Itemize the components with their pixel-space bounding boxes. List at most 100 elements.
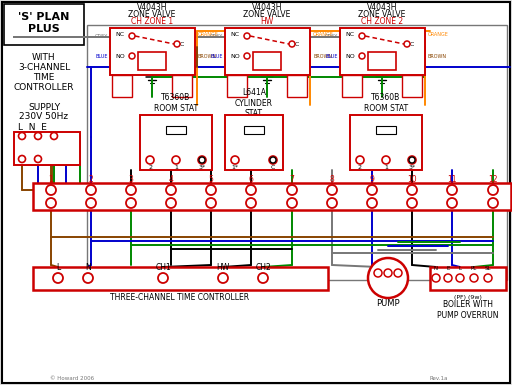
Circle shape — [129, 33, 135, 39]
Circle shape — [289, 41, 295, 47]
Bar — [4, 4, 84, 45]
Circle shape — [246, 185, 256, 195]
Circle shape — [359, 53, 365, 59]
Circle shape — [129, 53, 135, 59]
Text: 1*: 1* — [231, 164, 239, 169]
Text: Rev.1a: Rev.1a — [430, 377, 449, 382]
Text: SUPPLY: SUPPLY — [28, 102, 60, 112]
Bar — [33, 183, 511, 210]
Text: E: E — [386, 271, 390, 276]
Text: PUMP: PUMP — [376, 298, 400, 308]
Circle shape — [206, 198, 216, 208]
Bar — [140, 115, 212, 170]
Circle shape — [244, 53, 250, 59]
Circle shape — [287, 198, 297, 208]
Bar — [110, 28, 195, 75]
Circle shape — [484, 274, 492, 282]
Bar — [227, 75, 247, 97]
Bar — [287, 75, 307, 97]
Text: PLUS: PLUS — [28, 24, 60, 34]
Text: 3-CHANNEL: 3-CHANNEL — [18, 62, 70, 72]
Bar — [166, 126, 186, 134]
Circle shape — [447, 198, 457, 208]
Circle shape — [407, 185, 417, 195]
Text: T6360B
ROOM STAT: T6360B ROOM STAT — [364, 93, 408, 113]
Text: NO: NO — [230, 54, 240, 59]
Circle shape — [86, 198, 96, 208]
Circle shape — [18, 132, 26, 139]
Text: CH2: CH2 — [255, 263, 271, 271]
Circle shape — [199, 157, 205, 163]
Circle shape — [206, 185, 216, 195]
Bar — [342, 75, 362, 97]
Text: 2: 2 — [148, 164, 152, 169]
Circle shape — [46, 185, 56, 195]
Circle shape — [432, 274, 440, 282]
Bar — [225, 28, 310, 75]
Text: 2: 2 — [89, 174, 93, 184]
Bar — [253, 52, 281, 70]
Text: GREY: GREY — [210, 33, 223, 38]
Bar — [402, 75, 422, 97]
Text: HW: HW — [261, 17, 273, 25]
Text: 4: 4 — [168, 174, 174, 184]
Text: 1: 1 — [174, 164, 178, 169]
Text: 9: 9 — [370, 174, 374, 184]
Text: V4043H: V4043H — [367, 2, 397, 12]
Circle shape — [246, 198, 256, 208]
Circle shape — [447, 185, 457, 195]
Text: 5: 5 — [208, 174, 214, 184]
Text: CH ZONE 2: CH ZONE 2 — [361, 17, 403, 25]
Circle shape — [269, 156, 277, 164]
Text: 230V 50Hz: 230V 50Hz — [19, 112, 69, 121]
Bar — [138, 52, 166, 70]
Circle shape — [374, 269, 382, 277]
Text: NC: NC — [346, 32, 355, 37]
Text: 3: 3 — [129, 174, 134, 184]
Text: HW: HW — [217, 263, 229, 271]
Text: E: E — [446, 266, 450, 271]
Text: L: L — [396, 271, 400, 276]
Text: L641A
CYLINDER
STAT: L641A CYLINDER STAT — [235, 88, 273, 118]
Text: M: M — [262, 56, 272, 66]
Text: ORANGE: ORANGE — [198, 32, 219, 37]
Circle shape — [470, 274, 478, 282]
Circle shape — [158, 273, 168, 283]
Text: GREY: GREY — [325, 33, 338, 38]
Circle shape — [51, 132, 57, 139]
Circle shape — [34, 156, 41, 162]
Text: N: N — [376, 271, 380, 276]
Circle shape — [368, 258, 408, 298]
Text: BOILER WITH
PUMP OVERRUN: BOILER WITH PUMP OVERRUN — [437, 300, 499, 320]
Text: BROWN: BROWN — [428, 54, 447, 59]
Text: ORANGE: ORANGE — [428, 32, 449, 37]
Circle shape — [198, 156, 206, 164]
Circle shape — [444, 274, 452, 282]
Text: 2: 2 — [358, 164, 362, 169]
Circle shape — [174, 41, 180, 47]
Text: WITH: WITH — [32, 52, 56, 62]
Text: BROWN: BROWN — [198, 54, 217, 59]
Text: PL: PL — [471, 266, 477, 271]
Text: T6360B
ROOM STAT: T6360B ROOM STAT — [154, 93, 198, 113]
Circle shape — [86, 185, 96, 195]
Bar — [14, 132, 80, 165]
Circle shape — [488, 185, 498, 195]
Text: 1: 1 — [384, 164, 388, 169]
Text: CH ZONE 1: CH ZONE 1 — [131, 17, 173, 25]
Text: 1: 1 — [49, 174, 53, 184]
Circle shape — [359, 33, 365, 39]
Circle shape — [407, 198, 417, 208]
Text: SL: SL — [485, 266, 491, 271]
Text: 10: 10 — [407, 174, 417, 184]
Circle shape — [166, 185, 176, 195]
Circle shape — [394, 269, 402, 277]
Text: C: C — [271, 164, 275, 169]
Circle shape — [18, 156, 26, 162]
Text: C: C — [410, 42, 414, 47]
Circle shape — [408, 156, 416, 164]
Text: M: M — [377, 56, 387, 66]
Circle shape — [367, 185, 377, 195]
Text: C: C — [295, 42, 299, 47]
Text: 12: 12 — [488, 174, 498, 184]
